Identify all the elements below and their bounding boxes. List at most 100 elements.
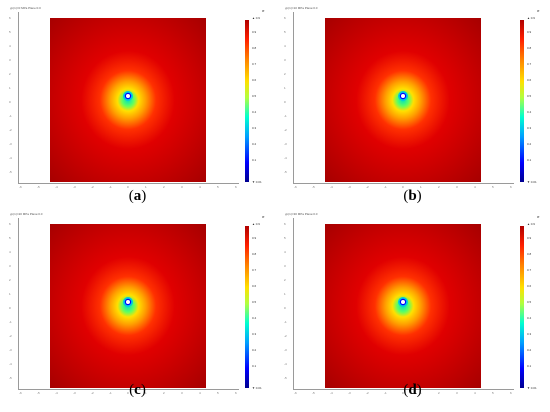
colorbar-min: ▼ 0.01 (527, 386, 537, 390)
y-tick-label: 0 (284, 100, 286, 104)
y-tick-label: -1 (284, 320, 287, 324)
colorbar-tick-label: 0.2 (252, 142, 257, 146)
hole (401, 94, 405, 98)
x-tick-label: -1 (109, 391, 112, 395)
colorbar-tick-label: 0.9 (252, 30, 257, 34)
y-tick-label: 6 (9, 16, 11, 20)
x-tick-label: 3 (456, 391, 458, 395)
y-tick-label: 3 (9, 58, 11, 62)
colorbar-tick-label: 0.7 (527, 268, 532, 272)
y-tick-label: -5 (9, 376, 12, 380)
caption: (c) (129, 382, 146, 398)
x-tick-label: -2 (366, 185, 369, 189)
colorbar-tick-label: 0.1 (527, 158, 532, 162)
colorbar (520, 20, 524, 182)
colorbar-tick-label: 0.3 (252, 332, 257, 336)
x-tick-label: 0 (402, 391, 404, 395)
x-tick-label: 2 (438, 185, 440, 189)
y-tick-label: 5 (9, 236, 11, 240)
stress-field (325, 224, 481, 388)
x-tick-label: 1 (145, 185, 147, 189)
x-tick-label: 5 (217, 391, 219, 395)
y-tick-label: 2 (9, 278, 11, 282)
y-tick-label: -2 (284, 334, 287, 338)
x-tick-label: -2 (366, 391, 369, 395)
colorbar-tick-label: 0.8 (527, 46, 532, 50)
x-tick-label: 5 (217, 185, 219, 189)
x-tick-label: 3 (456, 185, 458, 189)
colorbar-tick-label: 0.9 (252, 236, 257, 240)
x-tick-label: -2 (91, 391, 94, 395)
panel-c: γp(1)=20 MPa Plane:0.0 6 5 4 3 2 1 0 -1 -2 -3 -4 -5… (0, 206, 275, 412)
colorbar (245, 20, 249, 182)
y-tick-label: -3 (284, 142, 287, 146)
x-tick-label: -2 (91, 185, 94, 189)
y-tick-label: 2 (9, 72, 11, 76)
y-tick-label: -2 (284, 128, 287, 132)
colorbar-unit: σ (262, 214, 265, 219)
hole (126, 94, 130, 98)
colorbar-tick-label: 0.6 (252, 78, 257, 82)
x-tick-label: -4 (330, 391, 333, 395)
colorbar-tick-label: 0.3 (527, 126, 532, 130)
x-tick-label: -6 (294, 185, 297, 189)
x-tick-label: -1 (384, 185, 387, 189)
colorbar-tick-label: 0.4 (527, 110, 532, 114)
y-tick-label: -4 (284, 156, 287, 160)
y-tick-label: -3 (284, 348, 287, 352)
colorbar-min: ▼ 0.01 (252, 386, 262, 390)
colorbar-tick-label: 0.9 (527, 30, 532, 34)
x-tick-label: 0 (402, 185, 404, 189)
x-tick-label: -4 (330, 185, 333, 189)
colorbar-tick-label: 0.7 (252, 62, 257, 66)
caption: (d) (403, 382, 422, 398)
y-tick-label: 1 (284, 86, 286, 90)
y-tick-label: 1 (9, 86, 11, 90)
x-tick-label: 3 (181, 185, 183, 189)
colorbar-unit: σ (537, 8, 540, 13)
x-tick-label: 4 (199, 391, 201, 395)
x-tick-label: 2 (163, 185, 165, 189)
y-tick-label: 6 (284, 16, 286, 20)
x-tick-label: 6 (510, 185, 512, 189)
y-tick-label: -1 (9, 320, 12, 324)
colorbar-tick-label: 0.3 (252, 126, 257, 130)
x-tick-label: -3 (73, 185, 76, 189)
caption: (b) (403, 188, 422, 204)
colorbar-tick-label: 0.6 (527, 284, 532, 288)
x-tick-label: 0 (127, 185, 129, 189)
y-tick-label: 4 (284, 250, 286, 254)
colorbar-tick-label: 0.8 (252, 46, 257, 50)
colorbar-max: ▲ 0.9 (252, 16, 260, 20)
plot-title: γp(1)=30 MPa Plane:0.0 (285, 212, 318, 216)
x-tick-label: -3 (348, 391, 351, 395)
y-tick-label: -5 (284, 170, 287, 174)
x-tick-label: -1 (109, 185, 112, 189)
x-tick-label: 2 (163, 391, 165, 395)
colorbar-tick-label: 0.5 (527, 300, 532, 304)
x-tick-label: 1 (420, 185, 422, 189)
x-tick-label: -4 (55, 391, 58, 395)
stress-field (50, 224, 206, 388)
colorbar-max: ▲ 0.9 (252, 222, 260, 226)
colorbar-tick-label: 0.4 (252, 110, 257, 114)
x-tick-label: -4 (55, 185, 58, 189)
y-tick-label: -1 (9, 114, 12, 118)
y-tick-label: 3 (9, 264, 11, 268)
x-tick-label: 6 (510, 391, 512, 395)
y-tick-label: 1 (9, 292, 11, 296)
colorbar-tick-label: 0.2 (252, 348, 257, 352)
y-tick-label: -5 (284, 376, 287, 380)
x-tick-label: 4 (474, 185, 476, 189)
y-tick-label: -2 (9, 128, 12, 132)
y-tick-label: 3 (284, 264, 286, 268)
x-tick-label: -6 (294, 391, 297, 395)
plot-frame: 6 5 4 3 2 1 0 -1 -2 -3 -4 -5 -6 -5 -4 -3 -2 -1 0 1 2 3 4 5 6 (9, 218, 239, 395)
colorbar-tick-label: 0.4 (252, 316, 257, 320)
colorbar-tick-label: 0.5 (252, 300, 257, 304)
colorbar-min: ▼ 0.01 (252, 180, 262, 184)
x-tick-label: -6 (19, 185, 22, 189)
caption: (a) (128, 188, 147, 204)
colorbar (245, 226, 249, 388)
colorbar-tick-label: 0.6 (252, 284, 257, 288)
